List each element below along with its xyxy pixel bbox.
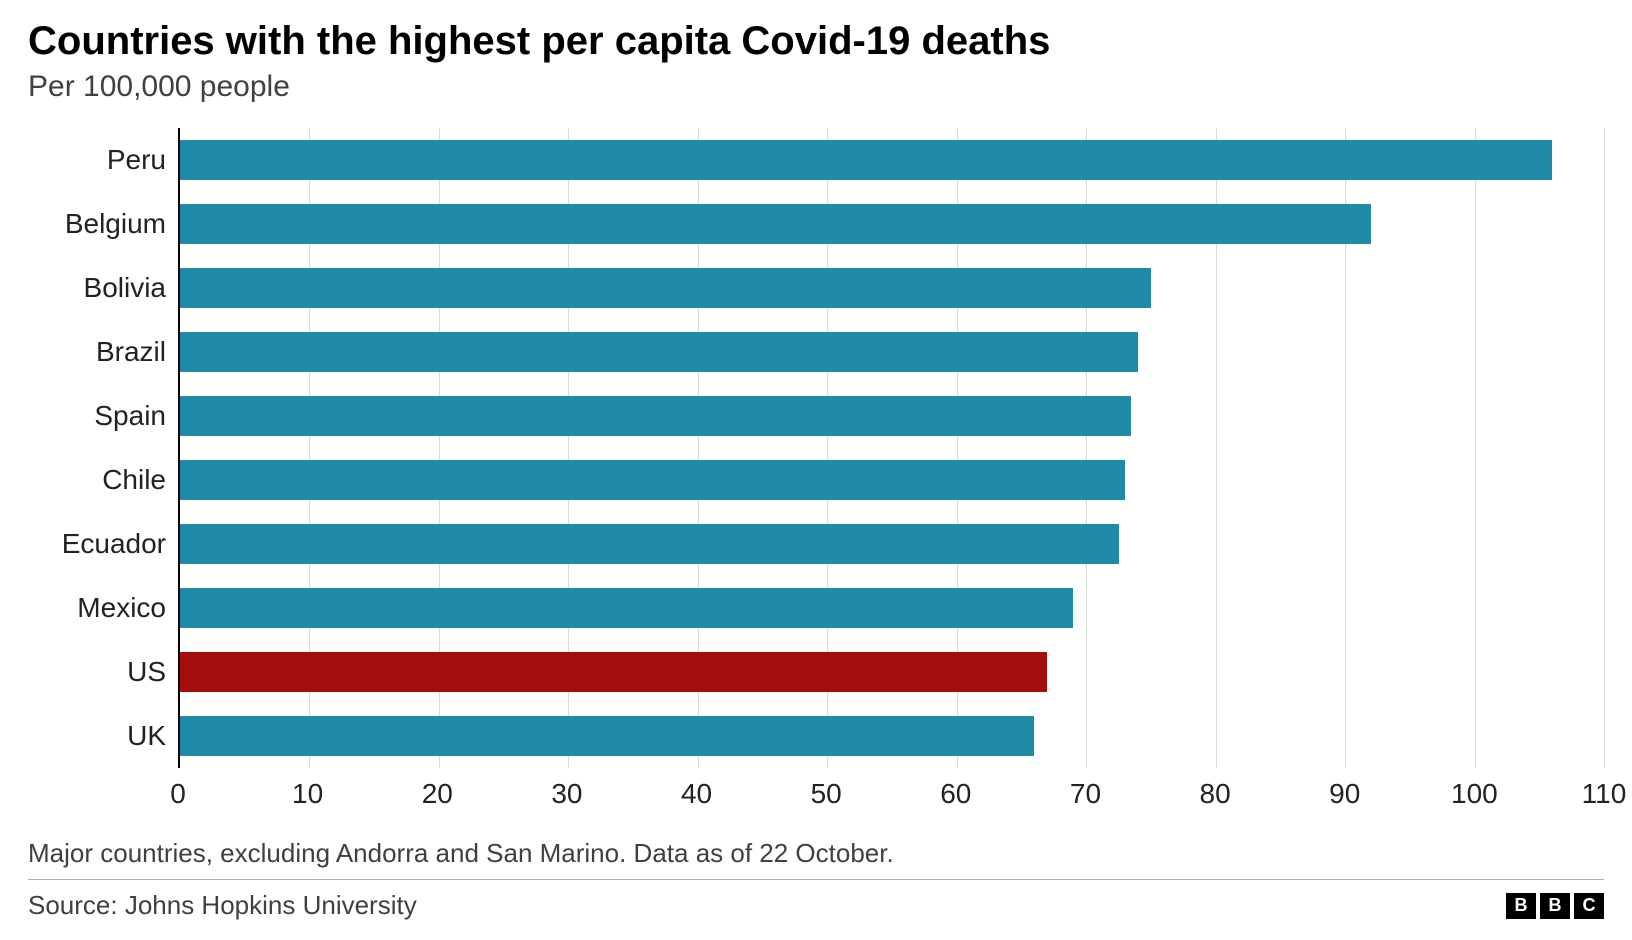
bars-container bbox=[180, 128, 1604, 768]
x-tick-label: 60 bbox=[940, 778, 971, 810]
y-axis-label: Ecuador bbox=[28, 530, 166, 558]
chart-title: Countries with the highest per capita Co… bbox=[28, 18, 1604, 64]
bbc-logo-letter: B bbox=[1506, 893, 1536, 919]
x-tick-label: 80 bbox=[1200, 778, 1231, 810]
chart-subtitle: Per 100,000 people bbox=[28, 70, 1604, 104]
x-tick-label: 50 bbox=[811, 778, 842, 810]
x-axis-ticks: 0102030405060708090100110 bbox=[178, 778, 1604, 814]
y-axis-label: Brazil bbox=[28, 338, 166, 366]
x-tick-label: 100 bbox=[1451, 778, 1498, 810]
x-tick-label: 90 bbox=[1329, 778, 1360, 810]
plot-area bbox=[178, 128, 1604, 768]
y-axis-label: UK bbox=[28, 722, 166, 750]
bar bbox=[180, 716, 1034, 756]
y-axis-labels: Peru Belgium Bolivia Brazil Spain Chile Ecuado… bbox=[28, 128, 178, 768]
bar bbox=[180, 396, 1131, 436]
gridline bbox=[1604, 128, 1605, 768]
chart-note: Major countries, excluding Andorra and S… bbox=[28, 838, 1604, 869]
bbc-logo: BBC bbox=[1506, 893, 1604, 919]
y-axis-label: US bbox=[28, 658, 166, 686]
x-tick-label: 110 bbox=[1582, 778, 1627, 810]
x-tick-label: 0 bbox=[170, 778, 186, 810]
x-tick-label: 40 bbox=[681, 778, 712, 810]
bar bbox=[180, 588, 1073, 628]
y-axis-label: Mexico bbox=[28, 594, 166, 622]
y-axis-label: Bolivia bbox=[28, 274, 166, 302]
y-axis-label: Chile bbox=[28, 466, 166, 494]
bar bbox=[180, 140, 1552, 180]
x-axis: 0102030405060708090100110 bbox=[28, 778, 1604, 814]
bar bbox=[180, 524, 1119, 564]
x-tick-label: 30 bbox=[551, 778, 582, 810]
footer: Source: Johns Hopkins University BBC bbox=[28, 879, 1604, 921]
bbc-logo-letter: C bbox=[1574, 893, 1604, 919]
x-tick-label: 10 bbox=[292, 778, 323, 810]
x-tick-label: 20 bbox=[422, 778, 453, 810]
chart-area: Peru Belgium Bolivia Brazil Spain Chile Ecuado… bbox=[28, 128, 1604, 768]
y-axis-label: Belgium bbox=[28, 210, 166, 238]
bar bbox=[180, 332, 1138, 372]
bar bbox=[180, 460, 1125, 500]
bar bbox=[180, 268, 1151, 308]
bar bbox=[180, 204, 1371, 244]
bbc-logo-letter: B bbox=[1540, 893, 1570, 919]
x-tick-label: 70 bbox=[1070, 778, 1101, 810]
y-axis-label: Peru bbox=[28, 146, 166, 174]
y-axis-label: Spain bbox=[28, 402, 166, 430]
bar bbox=[180, 652, 1047, 692]
source-text: Source: Johns Hopkins University bbox=[28, 890, 417, 921]
